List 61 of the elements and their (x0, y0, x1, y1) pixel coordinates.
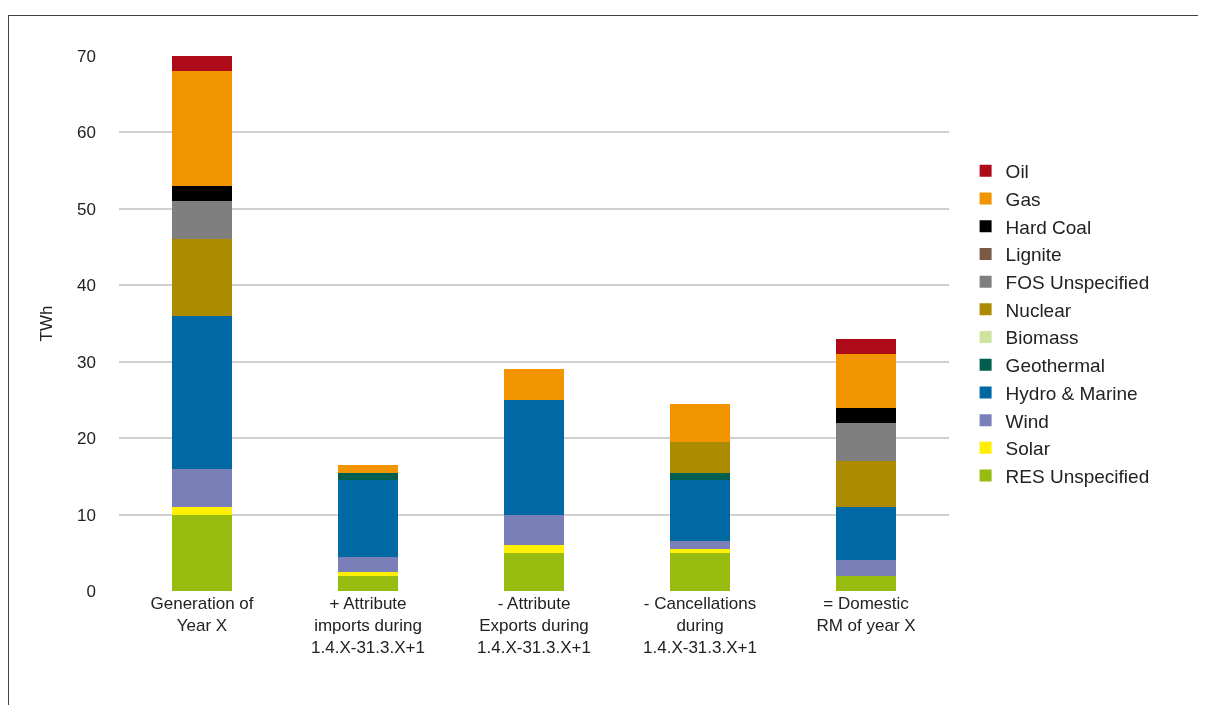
bar (670, 548, 730, 553)
bar (836, 338, 896, 355)
bar (172, 71, 232, 186)
bar (670, 441, 730, 473)
bar (172, 514, 232, 591)
legend-label: Geothermal (1005, 355, 1105, 377)
y-axis-title: TWh (36, 305, 56, 342)
legend-label: Nuclear (1005, 299, 1072, 321)
bar (338, 556, 398, 572)
legend-label: Wind (1005, 410, 1049, 432)
y-tick-label: 50 (77, 199, 96, 219)
legend-label: Hard Coal (1005, 216, 1092, 238)
bar (338, 575, 398, 591)
bar (504, 552, 564, 591)
x-tick-label: = Domestic RM of year X (816, 594, 916, 636)
bar (172, 56, 232, 72)
x-tick-label: + Attribute imports during 1.4.X-31.3.X+1 (311, 594, 425, 658)
bar (338, 472, 398, 481)
bar (836, 407, 896, 423)
bar (172, 201, 232, 240)
bar (504, 369, 564, 400)
bar (836, 461, 896, 507)
bar (836, 422, 896, 462)
bar (836, 354, 896, 408)
bar (836, 560, 896, 576)
bar (670, 541, 730, 549)
bar (504, 545, 564, 553)
bar (670, 472, 730, 481)
bar (504, 514, 564, 546)
bar (670, 403, 730, 442)
bar (172, 506, 232, 515)
bar (172, 185, 232, 202)
y-tick-label: 70 (77, 46, 96, 66)
legend-label: Gas (1005, 188, 1041, 210)
x-tick-label: Generation of Year X (150, 594, 254, 636)
y-tick-label: 20 (77, 429, 96, 449)
bar (670, 552, 730, 591)
bar (338, 480, 398, 557)
legend-label: FOS Unspecified (1005, 272, 1150, 294)
bar (172, 315, 232, 469)
bar (338, 464, 398, 473)
legend-label: Solar (1005, 438, 1051, 460)
bar (670, 480, 730, 542)
y-tick-label: 10 (77, 505, 96, 525)
legend-label: Hydro & Marine (1005, 382, 1138, 404)
bar (504, 399, 564, 515)
bar (172, 468, 232, 507)
legend-label: Lignite (1005, 244, 1062, 266)
x-tick-label: - Attribute Exports during 1.4.X-31.3.X+1 (477, 594, 591, 658)
legend-label: RES Unspecified (1005, 465, 1150, 487)
legend-label: Biomass (1005, 327, 1079, 349)
bar (338, 571, 398, 576)
y-tick-label: 0 (86, 581, 96, 601)
bar (836, 506, 896, 561)
x-tick-label: - Cancellations during 1.4.X-31.3.X+1 (643, 594, 757, 658)
y-tick-label: 40 (77, 276, 96, 296)
y-tick-label: 30 (77, 352, 96, 372)
bar (172, 239, 232, 316)
bar (836, 575, 896, 591)
y-tick-label: 60 (77, 123, 96, 143)
legend-label: Oil (1005, 161, 1029, 183)
